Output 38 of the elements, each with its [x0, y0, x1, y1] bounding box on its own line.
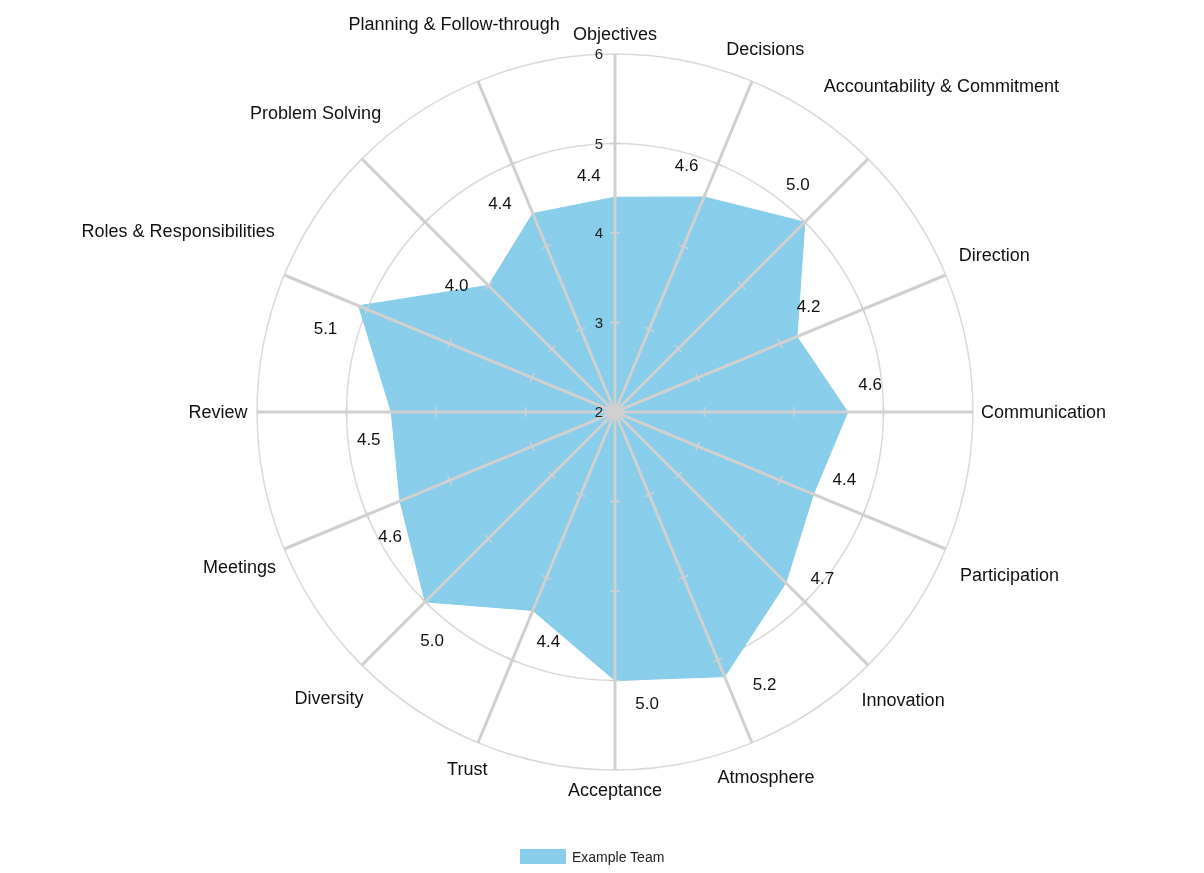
data-label: 5.1 [313, 318, 338, 338]
legend-label: Example Team [572, 849, 665, 865]
spoke-label: Accountability & Commitment [823, 75, 1059, 96]
data-label: 5.2 [752, 675, 777, 694]
data-label: 4.4 [536, 632, 561, 652]
data-label: 4.6 [858, 374, 882, 394]
spoke-label: Problem Solving [250, 102, 382, 123]
spoke-label: Communication [980, 402, 1107, 422]
spoke-label: Direction [958, 244, 1030, 265]
y-tick-label: 3 [594, 313, 604, 331]
y-tick-label: 6 [594, 45, 604, 62]
y-tick-label: 5 [594, 134, 604, 152]
data-label: 4.4 [576, 165, 601, 185]
spoke-label: Acceptance [567, 780, 663, 800]
data-label: 4.5 [356, 430, 381, 450]
spoke-label: Innovation [861, 690, 945, 711]
spoke-label: Decisions [726, 39, 805, 60]
data-label: 4.6 [378, 526, 402, 546]
spoke-label: Review [188, 402, 249, 422]
spoke-label: Roles & Responsibilities [81, 221, 275, 242]
spoke-label: Planning & Follow-through [348, 13, 560, 34]
spoke-label: Atmosphere [717, 766, 815, 787]
spoke-label: Participation [960, 565, 1060, 586]
data-label: 5.0 [420, 631, 444, 651]
data-label: 4.6 [674, 156, 699, 176]
spoke-label: Trust [447, 758, 488, 779]
spoke-label: Diversity [294, 687, 364, 708]
data-label: 4.4 [488, 193, 512, 213]
data-label: 4.7 [810, 569, 835, 589]
data-label: 4.2 [796, 296, 821, 316]
y-tick-label: 4 [594, 224, 604, 241]
spoke-label: Meetings [203, 557, 277, 578]
y-tick-label: 2 [594, 403, 604, 420]
data-label: 5.0 [786, 174, 810, 194]
spoke-label: Objectives [572, 24, 658, 44]
data-label: 4.4 [832, 469, 857, 489]
data-label: 5.0 [635, 693, 659, 713]
data-label: 4.0 [444, 276, 469, 296]
